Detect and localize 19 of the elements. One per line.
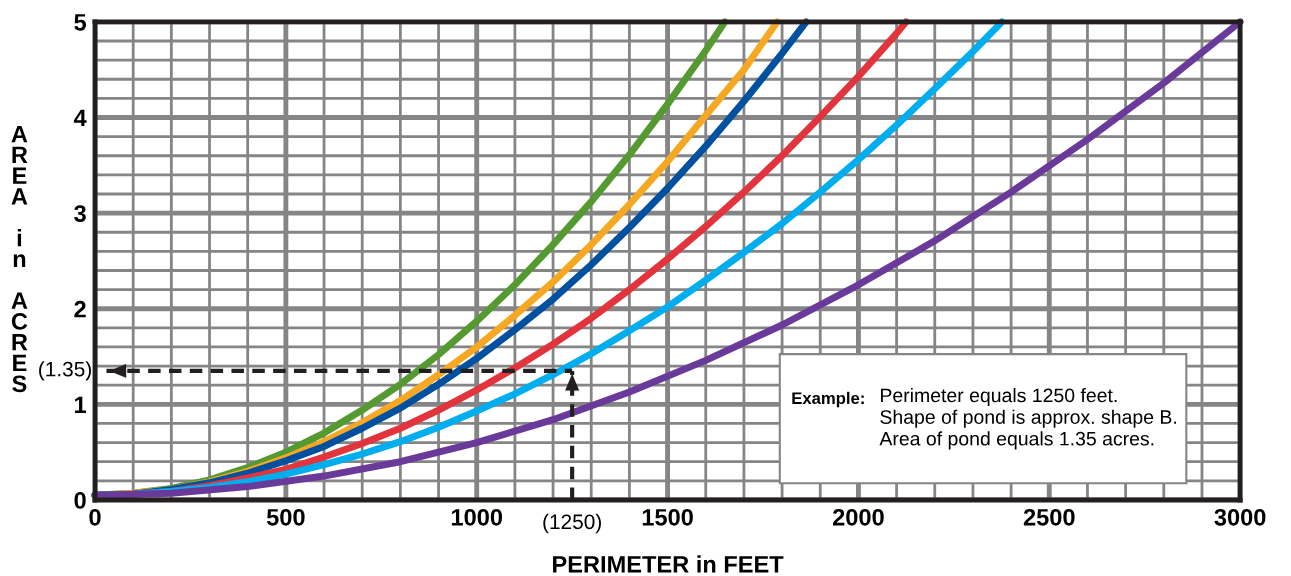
y-tick-label: 1	[75, 396, 87, 413]
ref-line-label: (1.35)	[39, 361, 91, 381]
y-tick-label: 5	[74, 14, 87, 31]
y-tick-label: 4	[73, 109, 87, 127]
x-axis-title: PERIMETER in FEET	[553, 555, 784, 573]
x-tick-label: 1000	[451, 508, 503, 526]
y-tick-label: 3	[74, 205, 86, 222]
x-tick-label: 1500	[642, 508, 693, 526]
x-tick-label: 2500	[1023, 508, 1075, 526]
annotation: Example:	[792, 391, 864, 408]
x-tick-label: 0	[89, 508, 101, 526]
text: AREA in ACRES	[11, 125, 28, 393]
x-tick-label: 500	[266, 508, 305, 526]
annotation: Perimeter equals 1250 feet. Shape of pond is approx. shape B. Area of pond equals 1.35 acres.	[879, 387, 1177, 450]
ref-line-label: (1250)	[543, 513, 601, 534]
x-tick-label: 3000	[1214, 508, 1266, 526]
x-tick-label: 2000	[832, 508, 884, 526]
y-tick-label: 0	[74, 492, 86, 509]
y-tick-label: 2	[74, 300, 86, 318]
